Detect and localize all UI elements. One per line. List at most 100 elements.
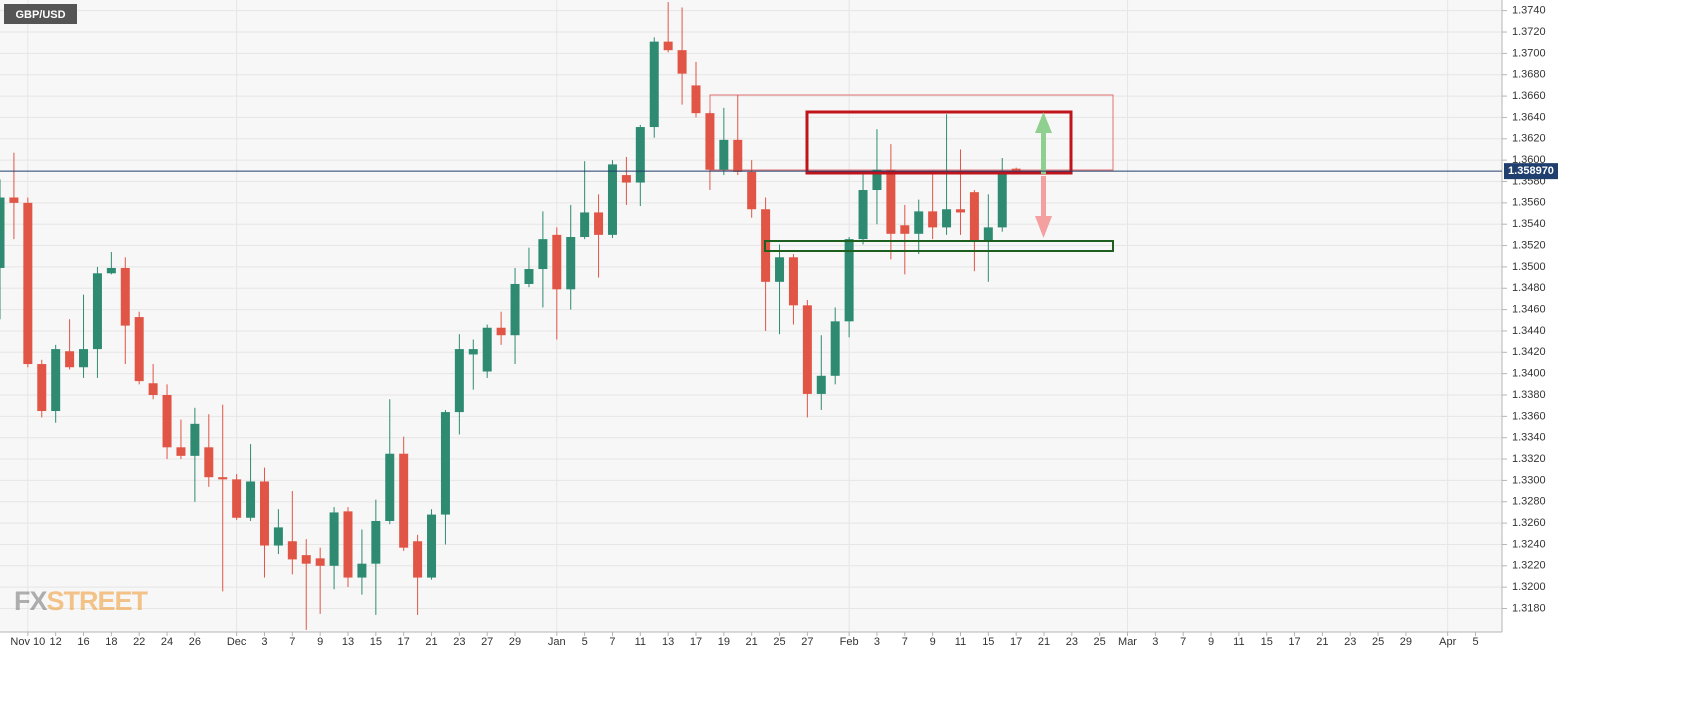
candle-body [816,375,826,394]
y-tick-label: 1.3260 [1512,517,1546,529]
x-tick-label: 15 [982,636,994,648]
candle-body [79,349,89,368]
last-price-box [1504,163,1558,180]
candle-body [594,212,604,235]
candle-body [719,139,729,170]
candle-body [635,127,645,183]
candle-body [176,447,186,456]
candle-body [858,190,868,240]
candle-body [1011,168,1021,172]
x-tick-label: 23 [1344,636,1356,648]
candle-body [232,479,242,518]
x-tick-label: 9 [930,636,936,648]
candle-body [9,197,19,203]
x-tick-label: 13 [662,636,674,648]
y-tick-label: 1.3420 [1512,346,1546,358]
x-tick-label: 21 [1038,636,1050,648]
candle-body [329,512,339,566]
x-tick-label: Nov 10 [10,636,45,648]
title-box [4,4,77,24]
candle-body [106,267,116,274]
candle-body [204,447,214,478]
candle-body [663,41,673,51]
support-zone [764,240,1114,252]
x-tick-label: 17 [1288,636,1300,648]
x-tick-label: 25 [1094,636,1106,648]
x-tick-label: 17 [398,636,410,648]
x-tick-label: 17 [690,636,702,648]
x-tick-label: 16 [77,636,89,648]
watermark: FXSTREET [14,586,149,616]
y-tick-label: 1.3500 [1512,261,1546,273]
plot-background [0,0,1502,632]
x-tick-label: 23 [453,636,465,648]
watermark-street: STREET [47,586,149,616]
y-tick-label: 1.3220 [1512,560,1546,572]
x-tick-label: 9 [1208,636,1214,648]
candle-body [552,234,562,290]
candle-body [371,520,381,564]
candle-body [886,169,896,234]
candle-body [942,209,952,228]
x-tick-label: 29 [1400,636,1412,648]
x-tick-label: Dec [227,636,247,648]
y-tick-label: 1.3200 [1512,581,1546,593]
chart-title: GBP/USD [15,9,65,21]
y-tick-label: 1.3460 [1512,304,1546,316]
candle-body [190,423,200,456]
x-tick-label: 11 [955,636,966,648]
x-tick-label: 29 [509,636,521,648]
x-tick-label: 19 [718,636,730,648]
y-tick-label: 1.3440 [1512,325,1546,337]
y-tick-label: 1.3700 [1512,47,1546,59]
x-tick-label: 21 [1316,636,1328,648]
axes: 1.3180 1.3200 1.3220 1.3240 1.3260 1.3280 1.33… [0,5,1558,648]
x-tick-label: 3 [261,636,267,648]
y-tick-label: 1.3360 [1512,410,1546,422]
candle-body [440,412,450,515]
candle-body [997,171,1007,228]
x-tick-label: 11 [635,636,646,648]
y-tick-label: 1.3180 [1512,602,1546,614]
candle-body [775,257,785,282]
candle-body [649,41,659,128]
x-tick-label: Apr [1439,636,1456,648]
candle-body [677,50,687,74]
candle-body [844,239,854,322]
down-arrow-shaft [1041,176,1046,217]
candle-body [162,395,172,448]
x-tick-label: 23 [1066,636,1078,648]
candle-body [872,169,882,191]
candle-body [733,139,743,172]
x-tick-label: 18 [105,636,117,648]
x-tick-label: 3 [874,636,880,648]
y-tick-label: 1.3660 [1512,90,1546,102]
y-tick-label: 1.3720 [1512,26,1546,38]
x-tick-label: 27 [801,636,813,648]
candle-body [788,257,798,306]
candle-body [413,541,423,578]
candle-body [955,209,965,213]
y-tick-label: 1.3620 [1512,133,1546,145]
candle-body [830,321,840,376]
candle-body [385,453,395,521]
candle-body [301,555,311,564]
x-tick-label: 15 [1261,636,1273,648]
y-tick-label: 1.3480 [1512,282,1546,294]
candle-body [747,171,757,210]
candle-body [607,164,617,235]
y-tick-label: 1.3240 [1512,538,1546,550]
candle-body [524,269,534,284]
x-tick-label: Feb [840,636,859,648]
candles [0,2,1021,630]
candle-body [566,237,576,290]
x-tick-label: 5 [1472,636,1478,648]
x-tick-label: 21 [746,636,758,648]
y-tick-label: 1.3340 [1512,432,1546,444]
y-tick-label: 1.3680 [1512,69,1546,81]
candle-body [705,113,715,170]
candle-body [496,327,506,336]
x-tick-label: 25 [773,636,785,648]
